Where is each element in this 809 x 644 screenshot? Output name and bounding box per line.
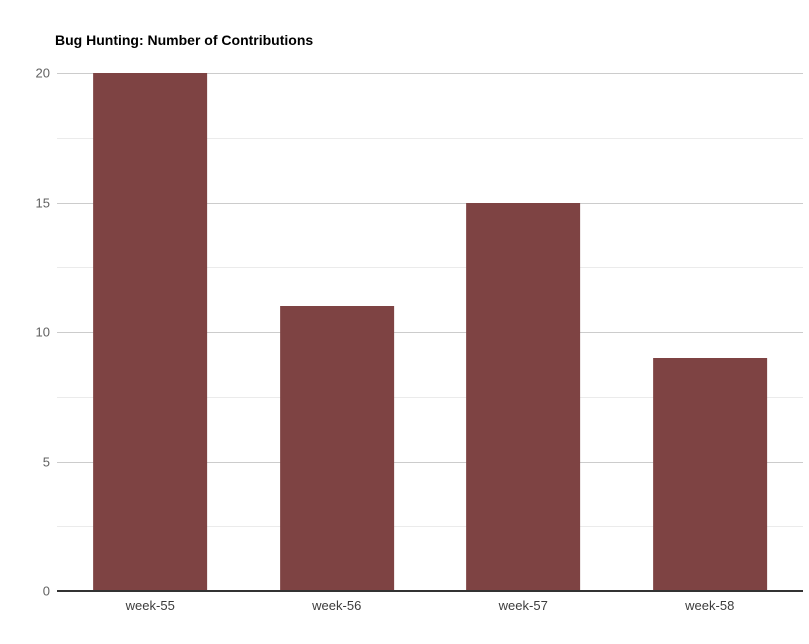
x-axis-line bbox=[57, 590, 803, 592]
plot-area: 0 5 10 15 20 week-55 week-56 week-57 week-58 bbox=[36, 66, 804, 613]
x-axis-tick-label: week-56 bbox=[312, 598, 362, 613]
major-gridline bbox=[57, 461, 803, 463]
y-axis-tick-label: 15 bbox=[35, 195, 50, 210]
major-gridline bbox=[57, 332, 803, 333]
major-gridline bbox=[57, 73, 803, 74]
y-axis-tick-label: 5 bbox=[42, 454, 50, 469]
bar-week-55 bbox=[93, 73, 208, 591]
minor-gridline bbox=[57, 396, 803, 398]
chart-title: Bug Hunting: Number of Contributions bbox=[55, 32, 314, 48]
minor-gridline bbox=[57, 137, 803, 139]
x-axis-tick-label: week-58 bbox=[685, 598, 735, 613]
bar-band: week-58 bbox=[617, 73, 804, 613]
bar-week-56 bbox=[279, 306, 394, 591]
y-axis-tick-label: 20 bbox=[35, 65, 50, 81]
minor-gridline bbox=[57, 267, 803, 269]
bar-week-57 bbox=[466, 202, 581, 591]
x-axis-tick-label: week-55 bbox=[125, 598, 175, 613]
bar-week-58 bbox=[652, 357, 767, 591]
bar-band: week-57 bbox=[430, 73, 617, 613]
major-gridline bbox=[57, 202, 803, 204]
bar-band: week-55 bbox=[57, 73, 244, 613]
minor-gridline bbox=[57, 526, 803, 528]
x-axis-tick-label: week-57 bbox=[498, 598, 548, 613]
y-axis-tick-label: 10 bbox=[35, 324, 50, 340]
bar-band: week-56 bbox=[244, 73, 431, 613]
y-axis-tick-label: 0 bbox=[42, 583, 50, 599]
